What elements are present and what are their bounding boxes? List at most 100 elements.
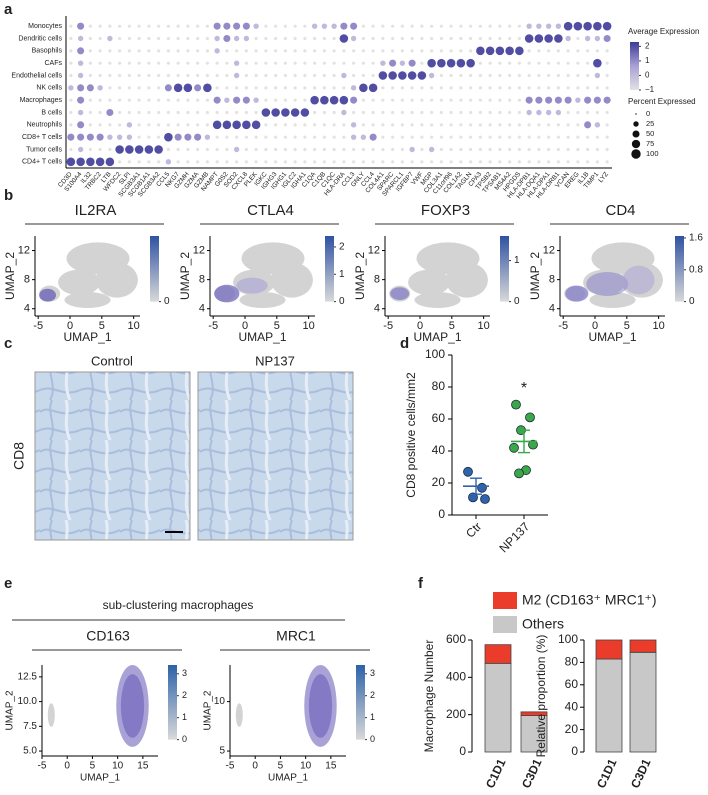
dot: [378, 71, 388, 80]
dot: [98, 36, 102, 41]
dot: [274, 73, 278, 78]
dot: [534, 34, 544, 43]
y-tick-label: 40: [565, 699, 579, 713]
dot: [66, 157, 76, 167]
dot: [350, 22, 358, 30]
colorbar: [150, 236, 159, 302]
dot: [371, 98, 375, 102]
dot: [322, 135, 326, 139]
dot: [147, 160, 151, 164]
dot: [517, 73, 521, 78]
dot: [488, 110, 492, 115]
dot: [361, 110, 365, 115]
dot: [437, 58, 446, 68]
dot: [98, 147, 102, 152]
dot: [322, 86, 326, 90]
dot: [428, 72, 435, 79]
dot: [264, 61, 268, 65]
row-label: CD8+ T cells: [22, 134, 63, 141]
dot: [381, 98, 385, 102]
x-tick-label: 0: [417, 320, 423, 332]
dot: [439, 135, 443, 139]
dot: [449, 123, 453, 127]
dot: [420, 86, 424, 90]
size-label: 50: [646, 129, 654, 138]
dot: [205, 36, 209, 41]
dot: [127, 110, 131, 115]
dot: [605, 123, 609, 127]
dot: [352, 147, 356, 152]
dot: [283, 160, 287, 164]
y-tick-label: 5: [219, 746, 225, 757]
size-label: 100: [646, 149, 659, 158]
dot: [147, 135, 151, 139]
size-key: [633, 121, 639, 127]
dot: [232, 120, 241, 130]
y-tick-label: 10: [214, 696, 226, 707]
dot: [517, 160, 521, 164]
dot: [137, 49, 141, 53]
dot: [407, 71, 417, 80]
dot: [205, 110, 209, 115]
y-tick-label: 8: [374, 274, 380, 286]
dot: [537, 49, 541, 53]
dot: [176, 98, 180, 102]
y-tick-label: 600: [446, 632, 466, 646]
dot: [264, 98, 268, 102]
dot: [137, 24, 141, 28]
dot: [98, 123, 102, 127]
dot: [369, 133, 377, 141]
dot: [215, 147, 219, 152]
dot: [554, 34, 563, 43]
dot: [176, 123, 180, 127]
dot: [244, 160, 248, 164]
dot: [576, 110, 580, 115]
row-label: Tumor cells: [26, 146, 62, 153]
dot: [498, 135, 502, 139]
dot: [469, 73, 473, 78]
dot: [576, 123, 580, 127]
stain-label: CD8: [11, 442, 27, 470]
dot: [176, 36, 180, 41]
dot: [264, 135, 268, 139]
dot: [313, 123, 317, 127]
dot: [352, 110, 356, 115]
dot: [476, 46, 485, 56]
dot: [88, 49, 92, 53]
dot: [283, 135, 287, 139]
dot: [361, 73, 365, 78]
dot: [594, 72, 601, 79]
dot: [488, 135, 492, 139]
dot: [332, 73, 336, 78]
x-tick-label: 10: [128, 320, 140, 332]
panel-letter: d: [400, 335, 409, 352]
dot: [391, 160, 395, 164]
dot: [147, 49, 151, 53]
dot: [586, 61, 590, 65]
x-tick-label: 10: [300, 761, 312, 772]
dot: [233, 22, 241, 30]
size-key: [631, 139, 641, 149]
dot: [430, 135, 434, 139]
dot: [88, 147, 92, 152]
dot: [215, 110, 219, 115]
dot: [498, 110, 502, 115]
dot: [381, 24, 385, 28]
dot: [595, 160, 599, 164]
dot: [498, 147, 502, 152]
dot: [505, 46, 514, 56]
dot: [498, 24, 502, 28]
y-tick-label: 10.0: [18, 696, 38, 707]
dot: [459, 135, 463, 139]
y-tick-label: 60: [432, 411, 446, 425]
dot: [290, 108, 300, 117]
dot: [293, 61, 297, 65]
dot: [69, 110, 73, 115]
dot: [322, 147, 326, 152]
dot: [352, 49, 356, 53]
bar-segment: [484, 662, 512, 753]
data-point: [514, 468, 524, 479]
dot: [360, 134, 367, 140]
dot: [303, 61, 307, 65]
dot: [410, 123, 414, 127]
